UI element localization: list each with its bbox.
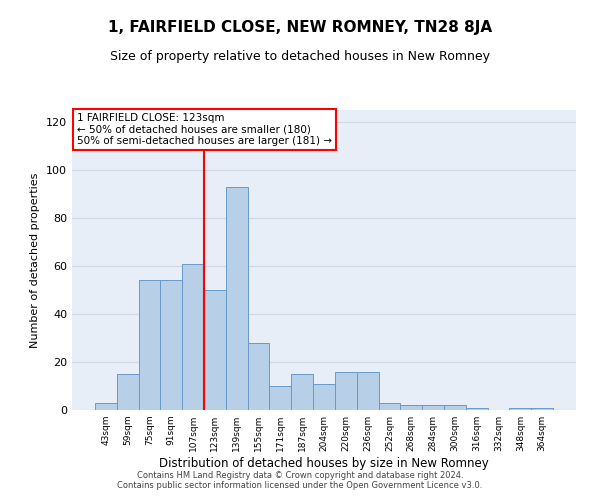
Bar	[291, 374, 313, 410]
Text: 1, FAIRFIELD CLOSE, NEW ROMNEY, TN28 8JA: 1, FAIRFIELD CLOSE, NEW ROMNEY, TN28 8JA	[108, 20, 492, 35]
Text: Contains HM Land Registry data © Crown copyright and database right 2024.
Contai: Contains HM Land Registry data © Crown c…	[118, 470, 482, 490]
Bar	[531, 408, 553, 410]
Bar	[182, 264, 204, 410]
Text: 1 FAIRFIELD CLOSE: 123sqm
← 50% of detached houses are smaller (180)
50% of semi: 1 FAIRFIELD CLOSE: 123sqm ← 50% of detac…	[77, 113, 332, 146]
Bar	[335, 372, 357, 410]
Y-axis label: Number of detached properties: Number of detached properties	[31, 172, 40, 348]
Bar	[357, 372, 379, 410]
Bar	[248, 343, 269, 410]
Bar	[379, 403, 400, 410]
X-axis label: Distribution of detached houses by size in New Romney: Distribution of detached houses by size …	[159, 457, 489, 470]
Bar	[204, 290, 226, 410]
Text: Size of property relative to detached houses in New Romney: Size of property relative to detached ho…	[110, 50, 490, 63]
Bar	[95, 403, 117, 410]
Bar	[139, 280, 160, 410]
Bar	[444, 405, 466, 410]
Bar	[226, 187, 248, 410]
Bar	[422, 405, 444, 410]
Bar	[269, 386, 291, 410]
Bar	[509, 408, 531, 410]
Bar	[117, 374, 139, 410]
Bar	[160, 280, 182, 410]
Bar	[400, 405, 422, 410]
Bar	[466, 408, 488, 410]
Bar	[313, 384, 335, 410]
